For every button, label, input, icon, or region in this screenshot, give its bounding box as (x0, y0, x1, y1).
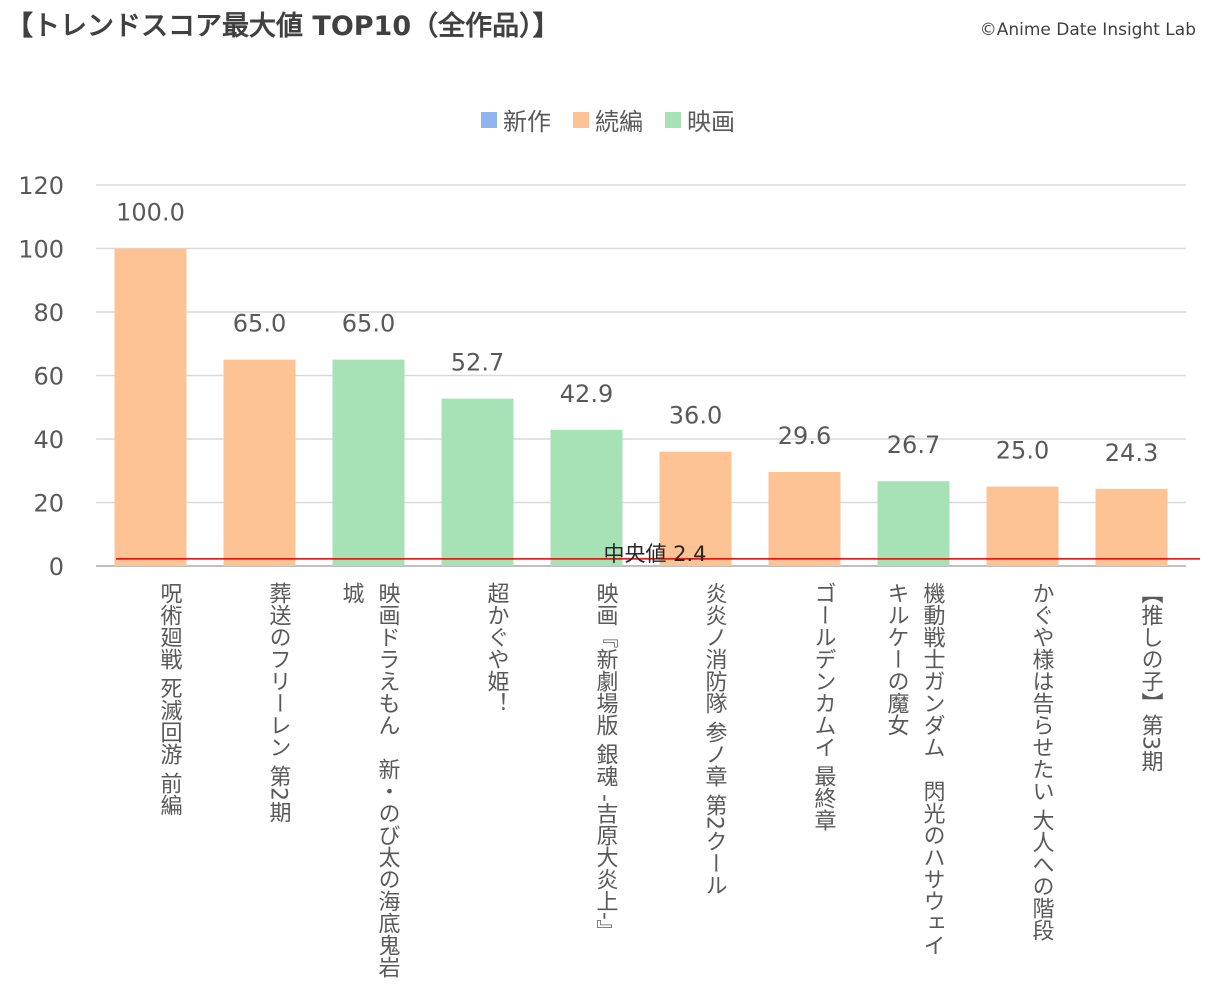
legend-label-movie: 映画 (687, 108, 735, 136)
legend-swatch-sequel (573, 111, 589, 128)
legend-label-new: 新作 (503, 108, 551, 136)
category-label-8: 機動戦士ガンダム 閃光のハサウェイ キルケーの魔女 (883, 582, 945, 978)
y-axis: 0 20 40 60 80 100 120 (18, 172, 64, 581)
bar-1 (114, 248, 187, 566)
y-tick-label: 120 (18, 172, 64, 200)
bar-8 (877, 481, 950, 566)
legend-label-sequel: 続編 (595, 108, 643, 136)
data-label-6: 36.0 (669, 402, 722, 430)
legend-item-new: 新作 (481, 102, 551, 137)
y-tick-label: 0 (49, 553, 64, 581)
data-label-4: 52.7 (451, 349, 504, 377)
bars (114, 248, 1168, 566)
y-tick-label: 60 (33, 363, 64, 391)
bar-9 (986, 486, 1059, 566)
category-label-7: ゴールデンカムイ 最終章 (810, 582, 836, 831)
y-tick-label: 40 (33, 426, 64, 454)
chart-title: 【トレンドスコア最大値 TOP10（全作品）】 (6, 11, 560, 42)
category-label-1: 呪術廻戦 死滅回游 前編 (156, 582, 182, 816)
data-label-2: 65.0 (233, 310, 286, 338)
bar-7 (768, 472, 841, 566)
category-label-9: かぐや様は告らせたい 大人への階段 (1028, 582, 1054, 941)
bar-2 (223, 359, 296, 566)
category-label-4: 超かぐや姫！ (483, 582, 509, 714)
legend: 新作 続編 映画 (0, 102, 1216, 137)
bar-3 (332, 359, 405, 566)
y-tick-label: 80 (33, 299, 64, 327)
legend-item-movie: 映画 (665, 102, 735, 137)
data-label-5: 42.9 (560, 380, 613, 408)
legend-item-sequel: 続編 (573, 102, 643, 137)
category-label-2: 葬送のフリーレン 第2期 (265, 582, 291, 823)
credit-text: ©Anime Date Insight Lab (979, 20, 1196, 40)
data-label-1: 100.0 (116, 199, 185, 227)
data-label-9: 25.0 (996, 437, 1049, 465)
y-tick-label: 20 (33, 490, 64, 518)
bar-10 (1095, 488, 1168, 566)
bar-4 (441, 398, 514, 566)
category-label-5: 映画『新劇場版 銀魂 -吉原大炎上-』 (592, 582, 618, 942)
data-labels: 100.0 65.0 65.0 52.7 42.9 36.0 29.6 26.7 25.0 24.… (116, 199, 1158, 467)
bar-5 (550, 429, 623, 566)
data-label-10: 24.3 (1105, 439, 1158, 467)
data-label-7: 29.6 (778, 422, 831, 450)
legend-swatch-new (481, 111, 497, 128)
category-label-3: 映画ドラえもん 新・のび太の海底鬼岩城 (338, 582, 400, 978)
y-tick-label: 100 (18, 236, 64, 264)
category-label-10: 【推しの子】第3期 (1137, 582, 1163, 772)
data-label-3: 65.0 (342, 310, 395, 338)
median-label: 中央値 2.4 (603, 542, 706, 566)
median-line-group: 中央値 2.4 (116, 542, 1200, 566)
bar-6 (659, 451, 732, 566)
category-label-6: 炎炎ノ消防隊 参ノ章 第2クール (701, 582, 727, 896)
data-label-8: 26.7 (887, 431, 940, 459)
legend-swatch-movie (665, 111, 681, 128)
